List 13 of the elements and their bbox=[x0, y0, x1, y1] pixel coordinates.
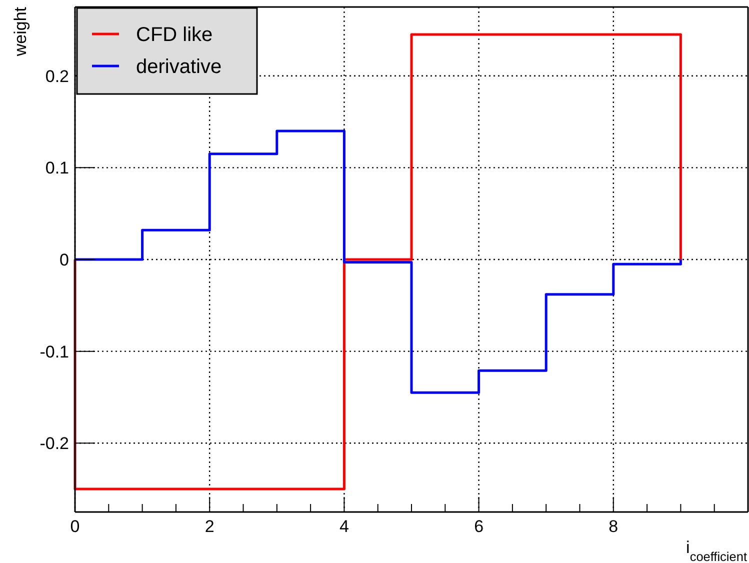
x-tick-label: 2 bbox=[204, 517, 214, 536]
y-tick-label: 0.2 bbox=[45, 66, 69, 86]
x-tick-label: 6 bbox=[474, 517, 484, 536]
y-tick-label: 0 bbox=[60, 250, 69, 270]
y-tick-label: -0.1 bbox=[40, 342, 69, 362]
x-tick-label: 8 bbox=[608, 517, 618, 536]
x-axis-title: i$_{coefficient}$ bbox=[686, 538, 748, 563]
y-tick-label: -0.2 bbox=[40, 434, 69, 454]
x-tick-label: 4 bbox=[339, 517, 349, 536]
y-tick-label: 0.1 bbox=[45, 158, 69, 178]
y-axis-title: weight bbox=[11, 6, 30, 58]
legend-label: CFD like bbox=[136, 24, 213, 46]
legend-label: derivative bbox=[136, 56, 222, 78]
